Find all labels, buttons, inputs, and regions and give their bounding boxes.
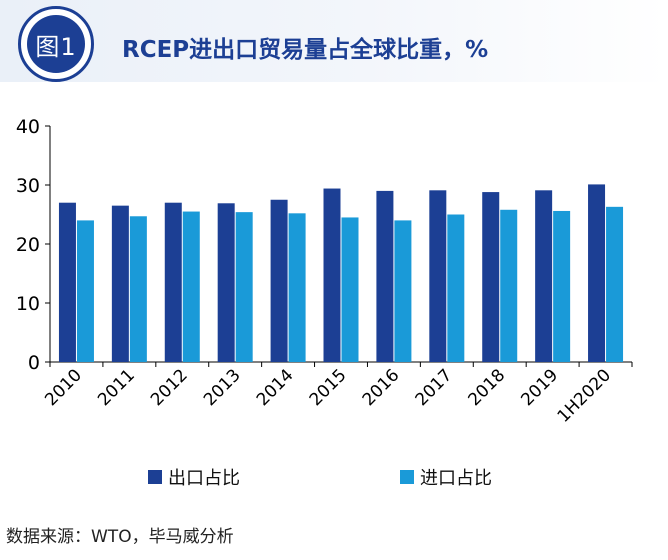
bar-export bbox=[588, 184, 606, 362]
legend-swatch-import bbox=[400, 470, 414, 484]
bar-import bbox=[341, 217, 359, 362]
bar-import bbox=[394, 220, 412, 362]
y-tick-label: 30 bbox=[16, 175, 40, 197]
bar-import bbox=[235, 212, 253, 362]
chart-title: RCEP进出口贸易量占全球比重，% bbox=[122, 37, 489, 63]
x-tick-label: 2015 bbox=[306, 365, 351, 410]
bar-export bbox=[323, 188, 341, 362]
bar-export bbox=[482, 192, 500, 362]
source-note: 数据来源：WTO，毕马威分析 bbox=[6, 527, 234, 547]
y-tick-label: 40 bbox=[16, 116, 40, 138]
legend-label-export: 出口占比 bbox=[168, 468, 240, 489]
x-tick-label: 1H2020 bbox=[554, 365, 615, 426]
bar-import bbox=[553, 210, 571, 362]
bar-export bbox=[217, 203, 235, 362]
bar-export bbox=[535, 190, 553, 362]
legend-item-import: 进口占比 bbox=[400, 464, 492, 490]
bar-import bbox=[129, 216, 147, 362]
y-tick-label: 20 bbox=[16, 234, 40, 256]
legend-label-import: 进口占比 bbox=[420, 468, 492, 489]
legend-item-export: 出口占比 bbox=[148, 464, 240, 490]
x-tick-label: 2019 bbox=[517, 365, 562, 410]
bar-import bbox=[500, 209, 518, 362]
bar-import bbox=[288, 213, 306, 362]
x-tick-label: 2013 bbox=[200, 365, 245, 410]
bar-export bbox=[376, 190, 394, 362]
x-tick-label: 2010 bbox=[41, 365, 86, 410]
x-tick-label: 2018 bbox=[465, 365, 510, 410]
bar-export bbox=[429, 190, 447, 362]
bar-import bbox=[606, 206, 624, 362]
bar-export bbox=[270, 199, 288, 362]
y-tick-label: 10 bbox=[16, 293, 40, 315]
bar-export bbox=[111, 205, 129, 362]
x-tick-label: 2016 bbox=[359, 365, 404, 410]
header-band bbox=[0, 0, 668, 82]
y-tick-label: 0 bbox=[28, 352, 40, 374]
x-tick-label: 2014 bbox=[253, 365, 298, 410]
figure-badge-label: 图1 bbox=[27, 15, 85, 73]
bar-export bbox=[164, 202, 182, 362]
figure-badge: 图1 bbox=[18, 6, 94, 82]
bar-export bbox=[58, 202, 76, 362]
x-tick-label: 2012 bbox=[147, 365, 192, 410]
legend-swatch-export bbox=[148, 470, 162, 484]
x-tick-label: 2017 bbox=[412, 365, 457, 410]
x-tick-label: 2011 bbox=[94, 365, 139, 410]
bar-import bbox=[447, 214, 465, 362]
bar-import bbox=[182, 211, 200, 362]
bar-import bbox=[76, 220, 94, 362]
